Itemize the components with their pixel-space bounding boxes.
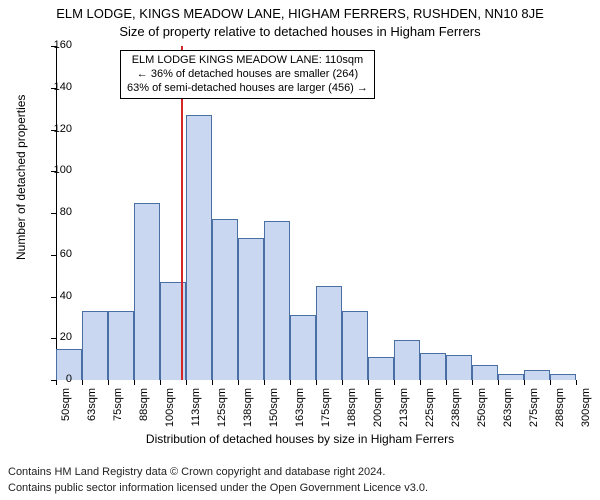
property-size-histogram: ELM LODGE, KINGS MEADOW LANE, HIGHAM FER… — [0, 0, 600, 500]
chart-title-line1: ELM LODGE, KINGS MEADOW LANE, HIGHAM FER… — [0, 6, 600, 21]
x-tick-mark — [394, 380, 395, 385]
histogram-bar — [264, 221, 290, 380]
info-line-1: ELM LODGE KINGS MEADOW LANE: 110sqm — [127, 54, 368, 68]
x-tick-mark — [550, 380, 551, 385]
histogram-bar — [186, 115, 212, 380]
histogram-bar — [316, 286, 342, 380]
histogram-bar — [238, 238, 264, 380]
x-tick-label: 200sqm — [372, 388, 384, 432]
x-tick-mark — [290, 380, 291, 385]
x-tick-label: 250sqm — [476, 388, 488, 432]
histogram-bar — [550, 374, 576, 380]
x-tick-label: 288sqm — [554, 388, 566, 432]
histogram-bar — [342, 311, 368, 380]
y-tick-label: 100 — [32, 164, 72, 176]
histogram-bar — [290, 315, 316, 380]
histogram-bar — [212, 219, 238, 380]
y-tick-label: 20 — [32, 331, 72, 343]
info-line-2: ← 36% of detached houses are smaller (26… — [127, 68, 368, 82]
histogram-bar — [498, 374, 524, 380]
histogram-bar — [134, 203, 160, 380]
x-tick-label: 213sqm — [398, 388, 410, 432]
x-tick-mark — [524, 380, 525, 385]
x-tick-label: 88sqm — [138, 388, 150, 432]
x-tick-mark — [186, 380, 187, 385]
y-tick-label: 0 — [32, 373, 72, 385]
x-tick-label: 263sqm — [502, 388, 514, 432]
x-tick-mark — [160, 380, 161, 385]
x-tick-label: 238sqm — [450, 388, 462, 432]
x-tick-mark — [576, 380, 577, 385]
x-tick-mark — [420, 380, 421, 385]
x-tick-label: 188sqm — [346, 388, 358, 432]
y-tick-label: 80 — [32, 206, 72, 218]
y-tick-label: 40 — [32, 290, 72, 302]
histogram-bar — [524, 370, 550, 380]
y-tick-label: 120 — [32, 123, 72, 135]
x-tick-label: 275sqm — [528, 388, 540, 432]
histogram-bar — [420, 353, 446, 380]
x-tick-mark — [56, 380, 57, 385]
footer-line-2: Contains public sector information licen… — [8, 482, 428, 494]
x-tick-mark — [446, 380, 447, 385]
x-tick-mark — [342, 380, 343, 385]
x-tick-label: 175sqm — [320, 388, 332, 432]
x-tick-label: 113sqm — [190, 388, 202, 432]
histogram-bar — [108, 311, 134, 380]
x-tick-label: 75sqm — [112, 388, 124, 432]
x-tick-label: 125sqm — [216, 388, 228, 432]
x-tick-mark — [108, 380, 109, 385]
x-tick-mark — [134, 380, 135, 385]
x-tick-label: 138sqm — [242, 388, 254, 432]
x-tick-mark — [316, 380, 317, 385]
x-tick-mark — [238, 380, 239, 385]
x-tick-label: 225sqm — [424, 388, 436, 432]
chart-title-line2: Size of property relative to detached ho… — [0, 24, 600, 39]
histogram-bar — [368, 357, 394, 380]
x-tick-label: 100sqm — [164, 388, 176, 432]
x-tick-label: 50sqm — [60, 388, 72, 432]
x-tick-mark — [472, 380, 473, 385]
histogram-bar — [82, 311, 108, 380]
histogram-bar — [446, 355, 472, 380]
y-tick-label: 60 — [32, 248, 72, 260]
info-line-3: 63% of semi-detached houses are larger (… — [127, 82, 368, 96]
x-tick-mark — [264, 380, 265, 385]
x-axis-label: Distribution of detached houses by size … — [0, 432, 600, 446]
x-tick-label: 300sqm — [580, 388, 592, 432]
histogram-bar — [472, 365, 498, 380]
x-tick-mark — [82, 380, 83, 385]
x-tick-label: 163sqm — [294, 388, 306, 432]
x-tick-label: 63sqm — [86, 388, 98, 432]
footer-line-1: Contains HM Land Registry data © Crown c… — [8, 466, 385, 478]
histogram-bar — [394, 340, 420, 380]
x-tick-mark — [368, 380, 369, 385]
x-tick-label: 150sqm — [268, 388, 280, 432]
info-annotation-box: ELM LODGE KINGS MEADOW LANE: 110sqm ← 36… — [120, 50, 375, 99]
x-tick-mark — [212, 380, 213, 385]
y-tick-label: 160 — [32, 39, 72, 51]
y-tick-label: 140 — [32, 81, 72, 93]
x-tick-mark — [498, 380, 499, 385]
y-axis-label: Number of detached properties — [14, 95, 28, 260]
